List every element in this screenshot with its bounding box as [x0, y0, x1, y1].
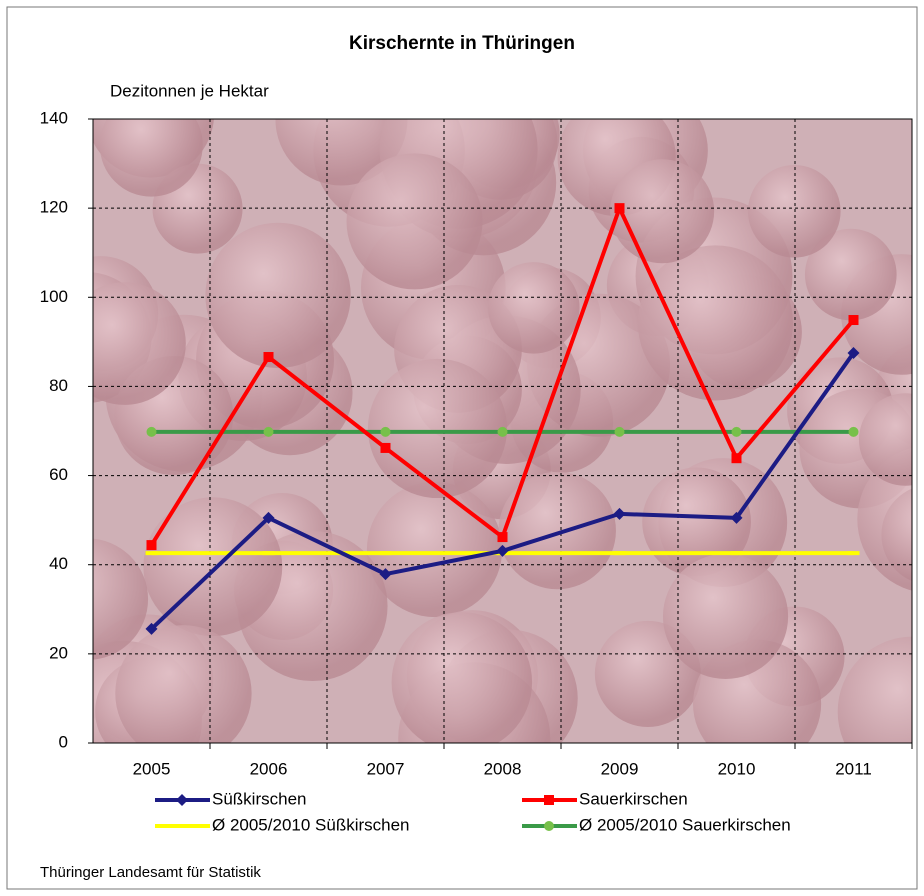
marker	[731, 551, 743, 555]
y-tick-label: 140	[40, 108, 68, 127]
marker	[264, 352, 274, 362]
marker	[615, 203, 625, 213]
y-tick-label: 100	[40, 287, 68, 306]
x-tick-label: 2010	[718, 759, 756, 778]
legend-label: Ø 2005/2010 Sauerkirschen	[579, 815, 791, 834]
marker	[848, 551, 860, 555]
marker	[147, 540, 157, 550]
x-tick-label: 2008	[484, 759, 522, 778]
legend-label: Süßkirschen	[212, 789, 306, 808]
x-tick-label: 2007	[367, 759, 405, 778]
marker	[732, 453, 742, 463]
marker	[498, 532, 508, 542]
marker	[176, 824, 188, 828]
x-tick-label: 2009	[601, 759, 639, 778]
marker	[380, 551, 392, 555]
marker	[544, 795, 554, 805]
marker	[146, 551, 158, 555]
marker	[615, 427, 625, 437]
marker	[498, 427, 508, 437]
x-tick-label: 2011	[835, 759, 872, 778]
marker	[381, 427, 391, 437]
marker	[849, 427, 859, 437]
marker	[263, 551, 275, 555]
legend-label: Sauerkirschen	[579, 789, 688, 808]
x-tick-label: 2005	[133, 759, 171, 778]
marker	[147, 427, 157, 437]
chart: Kirschernte in Thüringen Dezitonnen je H…	[0, 0, 924, 896]
chart-title: Kirschernte in Thüringen	[349, 33, 575, 54]
source: Thüringer Landesamt für Statistik	[40, 864, 261, 881]
legend-label: Ø 2005/2010 Süßkirschen	[212, 815, 410, 834]
marker	[849, 315, 859, 325]
marker	[544, 821, 554, 831]
marker	[264, 427, 274, 437]
x-tick-label: 2006	[250, 759, 288, 778]
y-tick-label: 0	[59, 732, 68, 751]
y-tick-label: 40	[49, 554, 68, 573]
y-tick-label: 60	[49, 465, 68, 484]
y-axis-label: Dezitonnen je Hektar	[110, 81, 269, 100]
y-tick-label: 80	[49, 376, 68, 395]
y-tick-label: 20	[49, 643, 68, 662]
y-tick-label: 120	[40, 198, 68, 217]
marker	[381, 443, 391, 453]
marker	[732, 427, 742, 437]
marker	[614, 551, 626, 555]
